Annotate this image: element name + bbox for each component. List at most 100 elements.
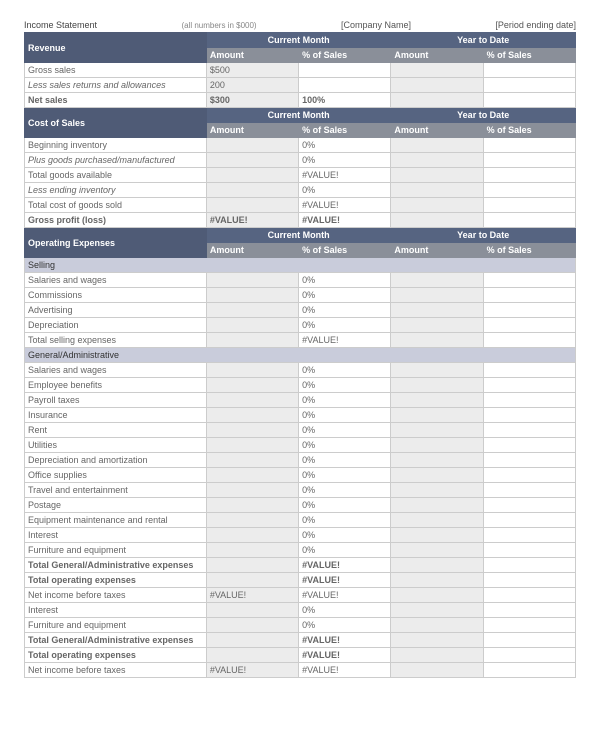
- table-row: Travel and entertainment 0%: [25, 483, 576, 498]
- cm-pct: 0%: [299, 318, 391, 333]
- ytd-pct: [483, 648, 575, 663]
- cm-pct: 0%: [299, 138, 391, 153]
- ytd-amount: [391, 558, 483, 573]
- cm-amount: [206, 333, 298, 348]
- cm-pct: 0%: [299, 438, 391, 453]
- cm-pct: [299, 78, 391, 93]
- ytd-pct: [483, 93, 575, 108]
- cm-pct: 0%: [299, 468, 391, 483]
- table-row: Beginning inventory 0%: [25, 138, 576, 153]
- col-amount: Amount: [391, 243, 483, 258]
- cm-pct: 0%: [299, 423, 391, 438]
- cm-pct: 0%: [299, 273, 391, 288]
- ytd-amount: [391, 318, 483, 333]
- row-label: Gross sales: [25, 63, 207, 78]
- ytd-amount: [391, 273, 483, 288]
- ytd-amount: [391, 183, 483, 198]
- cm-amount: [206, 273, 298, 288]
- table-row: Total selling expenses #VALUE!: [25, 333, 576, 348]
- income-statement-table: Revenue Current Month Year to DateAmount…: [24, 32, 576, 678]
- ytd-pct: [483, 633, 575, 648]
- ytd-pct: [483, 213, 575, 228]
- table-row: Interest 0%: [25, 528, 576, 543]
- ytd-amount: [391, 393, 483, 408]
- cm-pct: 0%: [299, 288, 391, 303]
- row-label: Total goods available: [25, 168, 207, 183]
- ytd-pct: [483, 618, 575, 633]
- row-label: Net income before taxes: [25, 588, 207, 603]
- ytd-amount: [391, 618, 483, 633]
- ytd-pct: [483, 663, 575, 678]
- cm-pct: 0%: [299, 393, 391, 408]
- row-label: Interest: [25, 528, 207, 543]
- ytd-amount: [391, 198, 483, 213]
- cm-pct: #VALUE!: [299, 573, 391, 588]
- period-current: Current Month: [206, 108, 391, 123]
- table-row: Gross sales $500: [25, 63, 576, 78]
- ytd-pct: [483, 183, 575, 198]
- ytd-amount: [391, 498, 483, 513]
- table-row: Depreciation 0%: [25, 318, 576, 333]
- cm-pct: #VALUE!: [299, 213, 391, 228]
- table-row: Total General/Administrative expenses #V…: [25, 633, 576, 648]
- cm-pct: 0%: [299, 303, 391, 318]
- row-label: Payroll taxes: [25, 393, 207, 408]
- cm-pct: 0%: [299, 513, 391, 528]
- cm-pct: 0%: [299, 483, 391, 498]
- row-label: Total selling expenses: [25, 333, 207, 348]
- cm-amount: [206, 153, 298, 168]
- ytd-amount: [391, 543, 483, 558]
- cm-amount: [206, 393, 298, 408]
- cm-pct: 100%: [299, 93, 391, 108]
- row-label: Total operating expenses: [25, 573, 207, 588]
- row-label: Office supplies: [25, 468, 207, 483]
- ytd-amount: [391, 648, 483, 663]
- row-label: Net income before taxes: [25, 663, 207, 678]
- period-ytd: Year to Date: [391, 228, 576, 243]
- ytd-pct: [483, 558, 575, 573]
- cm-amount: $300: [206, 93, 298, 108]
- ytd-amount: [391, 663, 483, 678]
- ytd-amount: [391, 138, 483, 153]
- cm-pct: 0%: [299, 618, 391, 633]
- ytd-pct: [483, 198, 575, 213]
- ytd-pct: [483, 288, 575, 303]
- ytd-amount: [391, 213, 483, 228]
- section-title: Revenue: [25, 33, 207, 63]
- ytd-pct: [483, 573, 575, 588]
- row-label: Total General/Administrative expenses: [25, 558, 207, 573]
- cm-pct: 0%: [299, 543, 391, 558]
- table-row: Net income before taxes #VALUE! #VALUE!: [25, 663, 576, 678]
- row-label: Less sales returns and allowances: [25, 78, 207, 93]
- cm-amount: [206, 498, 298, 513]
- section-title: Operating Expenses: [25, 228, 207, 258]
- cm-amount: $500: [206, 63, 298, 78]
- col-amount: Amount: [206, 48, 298, 63]
- cm-pct: 0%: [299, 378, 391, 393]
- cm-amount: [206, 543, 298, 558]
- cm-amount: [206, 303, 298, 318]
- table-row: Insurance 0%: [25, 408, 576, 423]
- row-label: Interest: [25, 603, 207, 618]
- cm-amount: [206, 198, 298, 213]
- table-row: Gross profit (loss) #VALUE! #VALUE!: [25, 213, 576, 228]
- cm-amount: [206, 363, 298, 378]
- row-label: Insurance: [25, 408, 207, 423]
- row-label: Furniture and equipment: [25, 543, 207, 558]
- row-label: Salaries and wages: [25, 363, 207, 378]
- row-label: Salaries and wages: [25, 273, 207, 288]
- ytd-amount: [391, 303, 483, 318]
- ytd-pct: [483, 168, 575, 183]
- cm-amount: [206, 648, 298, 663]
- ytd-amount: [391, 93, 483, 108]
- ytd-pct: [483, 333, 575, 348]
- cm-amount: [206, 318, 298, 333]
- table-row: Less sales returns and allowances 200: [25, 78, 576, 93]
- ytd-amount: [391, 438, 483, 453]
- ytd-amount: [391, 423, 483, 438]
- sub-section: General/Administrative: [25, 348, 576, 363]
- ytd-amount: [391, 513, 483, 528]
- row-label: Employee benefits: [25, 378, 207, 393]
- col-amount: Amount: [391, 48, 483, 63]
- col-pct: % of Sales: [299, 48, 391, 63]
